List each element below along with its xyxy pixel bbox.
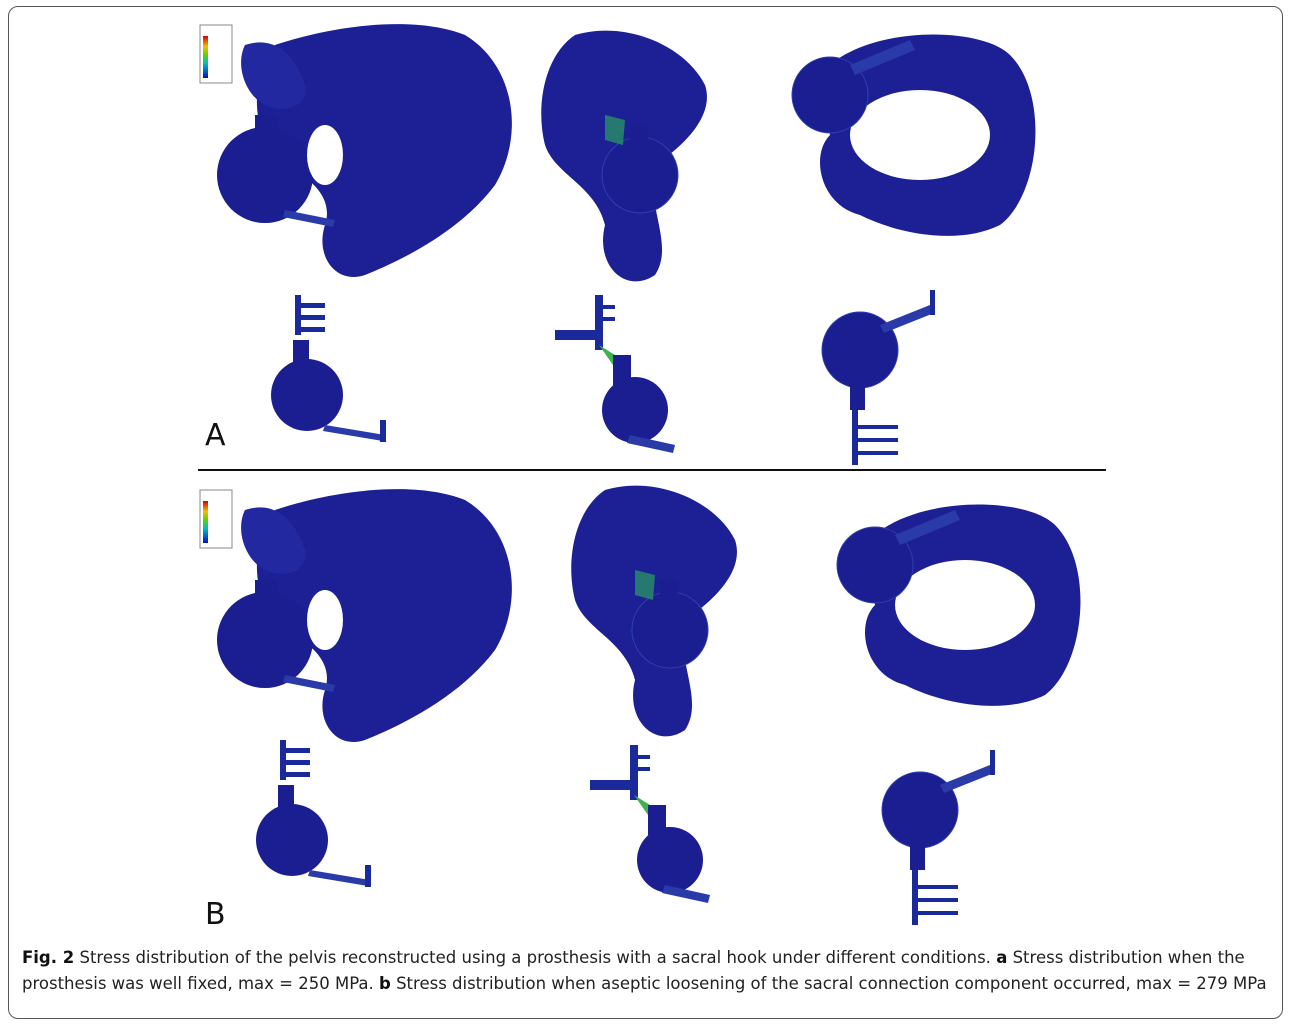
caption-part-text: Stress distribution when aseptic looseni… <box>396 973 1267 993</box>
panel-a-models <box>217 24 1036 466</box>
caption-part-text: Stress distribution when the prosthesis … <box>22 948 1245 993</box>
caption-label: Fig. 2 <box>22 948 75 967</box>
figure-frame <box>8 6 1283 1019</box>
caption-part-label: a <box>996 948 1008 967</box>
panel-label: B <box>205 897 226 932</box>
caption-part-label: b <box>379 973 391 993</box>
panel-b-models <box>217 485 1081 926</box>
caption-text: Stress distribution of the pelvis recons… <box>79 948 991 967</box>
legend-box <box>199 24 233 549</box>
panel-label: A <box>205 418 226 453</box>
figure-caption: Fig. 2 Stress distribution of the pelvis… <box>22 945 1272 996</box>
